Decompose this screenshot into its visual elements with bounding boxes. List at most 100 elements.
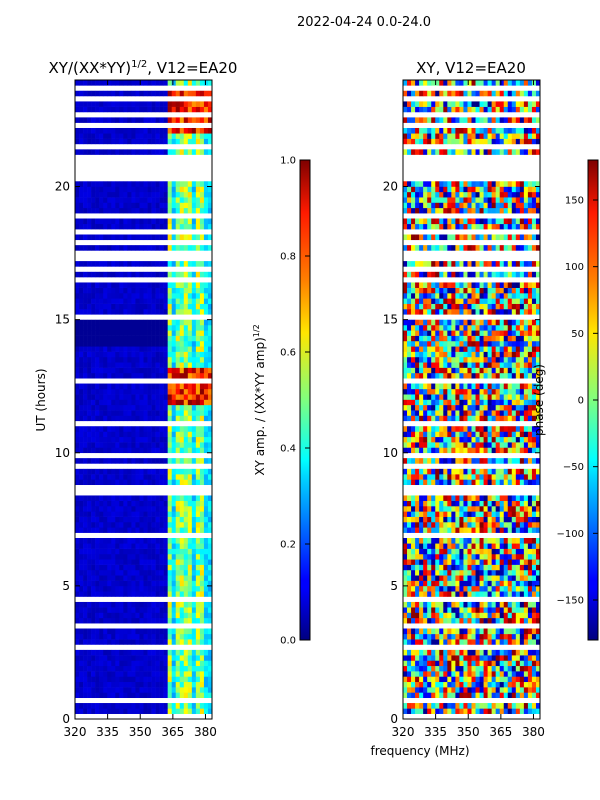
- heatmap-cell: [175, 340, 181, 347]
- heatmap-cell: [515, 548, 521, 555]
- heatmap-cell: [527, 628, 533, 635]
- heatmap-cell: [435, 521, 440, 528]
- heatmap-cell: [79, 436, 84, 443]
- heatmap-cell: [111, 708, 116, 714]
- heatmap-cell: [167, 106, 173, 113]
- heatmap-cell: [479, 458, 484, 464]
- heatmap-cell: [495, 628, 501, 635]
- heatmap-cell: [111, 90, 116, 97]
- heatmap-cell: [519, 399, 525, 406]
- heatmap-cell: [91, 436, 96, 443]
- heatmap-cell: [155, 399, 160, 406]
- heatmap-cell: [483, 580, 488, 587]
- heatmap-cell: [115, 346, 120, 352]
- heatmap-cell: [411, 500, 416, 507]
- heatmap-cell: [83, 186, 88, 193]
- heatmap-cell: [159, 436, 164, 443]
- heatmap-cell: [443, 665, 448, 672]
- heatmap-cell: [423, 521, 428, 528]
- heatmap-cell: [167, 708, 173, 714]
- heatmap-cell: [123, 138, 128, 145]
- heatmap-cell: [195, 223, 201, 230]
- heatmap-cell: [523, 671, 529, 677]
- heatmap-cell: [135, 372, 140, 379]
- heatmap-cell: [463, 575, 468, 581]
- heatmap-cell: [499, 692, 505, 699]
- heatmap-cell: [495, 474, 501, 480]
- heatmap-cell: [139, 511, 144, 517]
- heatmap-cell: [431, 559, 436, 565]
- heatmap-cell: [135, 330, 140, 336]
- heatmap-cell: [415, 388, 420, 395]
- heatmap-cell: [411, 442, 416, 448]
- heatmap-cell: [175, 431, 181, 438]
- heatmap-cell: [95, 197, 100, 203]
- flagged-time-row: [75, 490, 212, 496]
- heatmap-cell: [99, 564, 104, 571]
- heatmap-cell: [443, 426, 448, 432]
- flagged-time-row: [403, 452, 540, 459]
- heatmap-cell: [431, 703, 436, 709]
- heatmap-cell: [487, 708, 492, 714]
- heatmap-cell: [491, 495, 496, 501]
- heatmap-cell: [87, 394, 92, 400]
- heatmap-cell: [135, 293, 140, 299]
- heatmap-cell: [123, 234, 128, 241]
- heatmap-cell: [139, 181, 144, 187]
- heatmap-cell: [503, 708, 509, 714]
- heatmap-cell: [103, 308, 108, 315]
- heatmap-cell: [115, 612, 120, 619]
- heatmap-cell: [171, 655, 177, 661]
- heatmap-cell: [143, 649, 148, 656]
- heatmap-cell: [519, 548, 525, 555]
- heatmap-cell: [167, 692, 173, 699]
- heatmap-cell: [207, 261, 212, 267]
- heatmap-cell: [75, 639, 80, 645]
- heatmap-cell: [143, 564, 148, 571]
- heatmap-cell: [407, 516, 412, 523]
- heatmap-cell: [495, 410, 501, 416]
- heatmap-cell: [187, 319, 193, 326]
- heatmap-cell: [175, 399, 181, 406]
- heatmap-cell: [163, 426, 168, 432]
- heatmap-cell: [171, 388, 177, 395]
- heatmap-cell: [443, 612, 448, 619]
- heatmap-cell: [139, 308, 144, 315]
- heatmap-cell: [107, 575, 112, 581]
- heatmap-cell: [439, 665, 444, 672]
- heatmap-cell: [139, 458, 144, 464]
- heatmap-cell: [123, 559, 128, 565]
- heatmap-cell: [119, 207, 124, 214]
- heatmap-cell: [95, 521, 100, 528]
- heatmap-cell: [159, 138, 164, 145]
- heatmap-cell: [159, 442, 164, 448]
- heatmap-cell: [475, 521, 480, 528]
- heatmap-cell: [499, 500, 505, 507]
- heatmap-cell: [471, 612, 476, 619]
- heatmap-cell: [103, 261, 108, 267]
- heatmap-cell: [123, 543, 128, 549]
- heatmap-cell: [467, 527, 472, 533]
- heatmap-cell: [111, 282, 116, 288]
- heatmap-cell: [127, 479, 132, 486]
- heatmap-cell: [195, 106, 201, 113]
- heatmap-cell: [139, 287, 144, 294]
- heatmap-cell: [207, 585, 212, 592]
- heatmap-cell: [471, 665, 476, 672]
- heatmap-cell: [435, 500, 440, 507]
- heatmap-cell: [103, 271, 108, 278]
- heatmap-cell: [495, 612, 501, 619]
- heatmap-cell: [491, 388, 496, 395]
- heatmap-cell: [519, 612, 525, 619]
- heatmap-cell: [183, 628, 189, 635]
- heatmap-cell: [171, 298, 177, 304]
- heatmap-cell: [479, 506, 484, 512]
- heatmap-cell: [195, 335, 201, 342]
- heatmap-cell: [515, 511, 521, 517]
- heatmap-cell: [499, 580, 505, 587]
- heatmap-cell: [415, 468, 420, 475]
- heatmap-cell: [191, 324, 197, 331]
- heatmap-cell: [159, 223, 164, 230]
- heatmap-cell: [171, 271, 177, 278]
